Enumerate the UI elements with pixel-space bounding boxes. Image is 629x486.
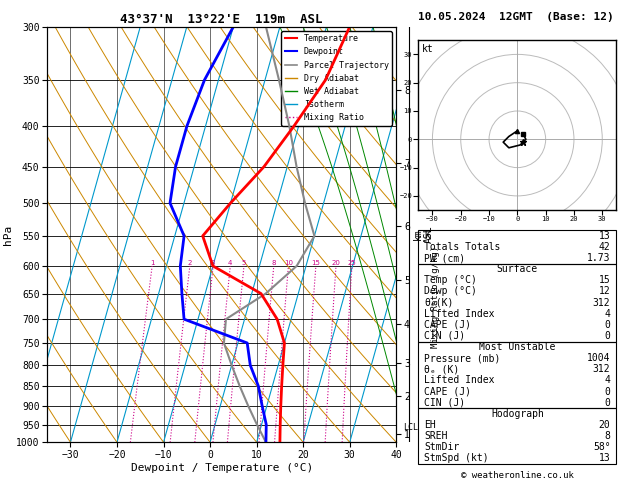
Text: 5: 5 bbox=[242, 260, 246, 266]
Text: 4: 4 bbox=[604, 376, 611, 385]
Y-axis label: km
ASL: km ASL bbox=[413, 226, 434, 243]
Text: θₑ(K): θₑ(K) bbox=[424, 297, 454, 308]
Text: 0: 0 bbox=[604, 398, 611, 408]
Text: Surface: Surface bbox=[497, 264, 538, 274]
Text: 10: 10 bbox=[284, 260, 293, 266]
Text: θₑ (K): θₑ (K) bbox=[424, 364, 459, 374]
Text: 15: 15 bbox=[311, 260, 320, 266]
Text: Totals Totals: Totals Totals bbox=[424, 242, 501, 252]
Legend: Temperature, Dewpoint, Parcel Trajectory, Dry Adiabat, Wet Adiabat, Isotherm, Mi: Temperature, Dewpoint, Parcel Trajectory… bbox=[281, 31, 392, 125]
Text: 10.05.2024  12GMT  (Base: 12): 10.05.2024 12GMT (Base: 12) bbox=[418, 12, 614, 22]
Text: K: K bbox=[424, 231, 430, 241]
Text: 12: 12 bbox=[599, 286, 611, 296]
Text: 0: 0 bbox=[604, 320, 611, 330]
Text: EH: EH bbox=[424, 420, 436, 430]
Text: CIN (J): CIN (J) bbox=[424, 331, 465, 341]
Y-axis label: hPa: hPa bbox=[3, 225, 13, 244]
Text: Lifted Index: Lifted Index bbox=[424, 376, 495, 385]
Text: 3: 3 bbox=[211, 260, 215, 266]
Text: Pressure (mb): Pressure (mb) bbox=[424, 353, 501, 363]
Text: 8: 8 bbox=[272, 260, 276, 266]
Bar bbox=[418, 408, 616, 464]
Text: Most Unstable: Most Unstable bbox=[479, 342, 555, 352]
Text: 8: 8 bbox=[604, 431, 611, 441]
Text: 4: 4 bbox=[604, 309, 611, 319]
Bar bbox=[418, 264, 616, 342]
Bar bbox=[418, 342, 616, 408]
Text: 4: 4 bbox=[228, 260, 233, 266]
Text: 25: 25 bbox=[348, 260, 356, 266]
Text: 2: 2 bbox=[187, 260, 192, 266]
Text: 312: 312 bbox=[593, 297, 611, 308]
Text: PW (cm): PW (cm) bbox=[424, 253, 465, 263]
Bar bbox=[418, 230, 616, 264]
Text: 1.73: 1.73 bbox=[587, 253, 611, 263]
Text: 20: 20 bbox=[331, 260, 340, 266]
Text: 13: 13 bbox=[599, 231, 611, 241]
Title: 43°37'N  13°22'E  119m  ASL: 43°37'N 13°22'E 119m ASL bbox=[121, 13, 323, 26]
Text: Hodograph: Hodograph bbox=[491, 409, 544, 419]
Text: 1004: 1004 bbox=[587, 353, 611, 363]
Text: Mixing Ratio (g/kg): Mixing Ratio (g/kg) bbox=[431, 246, 440, 348]
Text: LCL: LCL bbox=[403, 423, 418, 432]
Text: 312: 312 bbox=[593, 364, 611, 374]
Text: CAPE (J): CAPE (J) bbox=[424, 386, 471, 397]
Text: kt: kt bbox=[422, 44, 434, 53]
Text: 0: 0 bbox=[604, 386, 611, 397]
Text: © weatheronline.co.uk: © weatheronline.co.uk bbox=[461, 471, 574, 480]
Text: 1: 1 bbox=[150, 260, 154, 266]
Text: 58°: 58° bbox=[593, 442, 611, 452]
Text: 15: 15 bbox=[599, 276, 611, 285]
Text: Dewp (°C): Dewp (°C) bbox=[424, 286, 477, 296]
Text: CIN (J): CIN (J) bbox=[424, 398, 465, 408]
Text: Temp (°C): Temp (°C) bbox=[424, 276, 477, 285]
Text: Lifted Index: Lifted Index bbox=[424, 309, 495, 319]
Text: 20: 20 bbox=[599, 420, 611, 430]
Text: StmDir: StmDir bbox=[424, 442, 459, 452]
Text: StmSpd (kt): StmSpd (kt) bbox=[424, 453, 489, 463]
Text: 0: 0 bbox=[604, 331, 611, 341]
Text: 13: 13 bbox=[599, 453, 611, 463]
Text: 42: 42 bbox=[599, 242, 611, 252]
X-axis label: Dewpoint / Temperature (°C): Dewpoint / Temperature (°C) bbox=[131, 463, 313, 473]
Text: SREH: SREH bbox=[424, 431, 448, 441]
Text: CAPE (J): CAPE (J) bbox=[424, 320, 471, 330]
